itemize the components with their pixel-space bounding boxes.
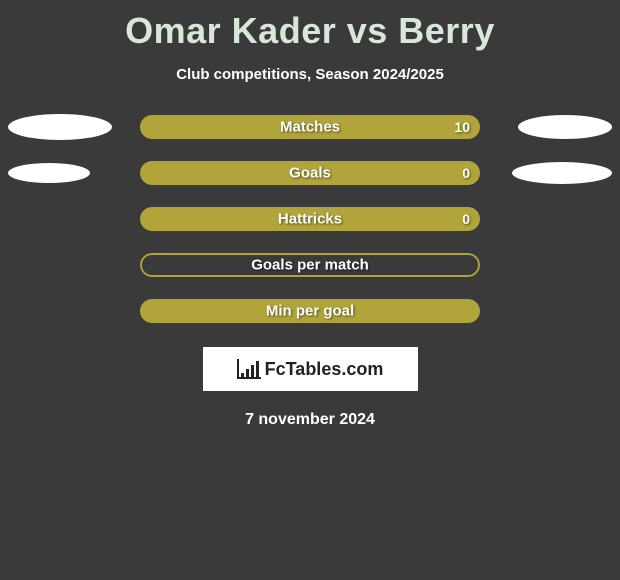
stat-row: Matches 10 [0, 115, 620, 139]
bar-chart-icon [237, 359, 261, 379]
stat-bar: Goals 0 [140, 161, 480, 185]
logo-box: FcTables.com [203, 347, 418, 391]
stat-bar: Hattricks 0 [140, 207, 480, 231]
logo-text: FcTables.com [265, 359, 384, 380]
stat-row: Goals 0 [0, 161, 620, 185]
page-title: Omar Kader vs Berry [0, 0, 620, 52]
left-ellipse [8, 163, 90, 183]
stat-label: Goals per match [251, 257, 369, 274]
stat-value: 0 [462, 211, 470, 227]
stat-rows: Matches 10 Goals 0 Hattricks 0 Goals per match… [0, 115, 620, 323]
right-ellipse [512, 162, 612, 184]
stat-label: Goals [289, 165, 331, 182]
stat-value: 0 [462, 165, 470, 181]
stat-label: Min per goal [266, 303, 354, 320]
stat-label: Hattricks [278, 211, 342, 228]
stat-bar: Matches 10 [140, 115, 480, 139]
stat-row: Goals per match [0, 253, 620, 277]
right-ellipse [518, 115, 612, 139]
stat-bar: Min per goal [140, 299, 480, 323]
date-text: 7 november 2024 [0, 411, 620, 429]
left-ellipse [8, 114, 112, 140]
stat-row: Hattricks 0 [0, 207, 620, 231]
stat-value: 10 [454, 119, 470, 135]
stat-row: Min per goal [0, 299, 620, 323]
stat-bar: Goals per match [140, 253, 480, 277]
subtitle: Club competitions, Season 2024/2025 [0, 66, 620, 83]
stat-label: Matches [280, 119, 340, 136]
